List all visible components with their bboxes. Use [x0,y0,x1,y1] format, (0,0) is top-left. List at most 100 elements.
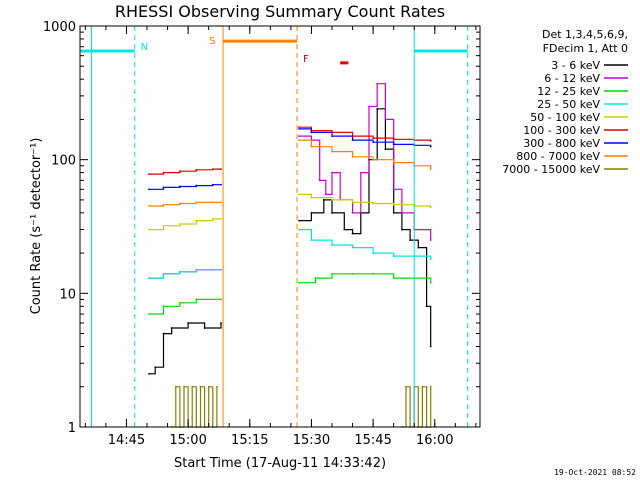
data-point [195,219,198,222]
data-point [331,171,333,174]
data-point [331,244,333,246]
data-point [331,272,333,275]
y-tick-label: 1 [68,421,76,436]
data-point [417,246,420,249]
data-point [429,168,432,171]
data-point [178,170,181,173]
data-point [187,322,190,324]
series-line-3-0 [149,269,221,279]
data-point [203,327,206,329]
data-point [195,201,198,204]
data-point [211,218,214,220]
data-point [429,145,432,148]
data-point [351,139,354,142]
data-point [211,298,214,301]
data-point [429,345,432,348]
data-point [162,305,165,308]
data-point [331,199,333,201]
data-point [298,193,301,196]
saa-marker-label: S [209,36,215,47]
data-point [298,135,301,138]
data-point [400,228,403,231]
data-point [174,385,177,388]
data-point [178,202,181,205]
data-point [310,196,313,199]
data-point [148,277,150,280]
data-point [372,158,375,161]
series-line-2-0 [149,298,221,315]
data-point [351,232,354,235]
x-tick-label: 14:45 [108,433,145,448]
data-point [178,185,181,188]
data-point [220,298,222,301]
data-point [429,140,432,142]
data-point [429,206,432,209]
legend-entry-label: 800 - 7000 keV [516,150,600,163]
series-line-8-1 [401,386,432,428]
data-point [211,201,214,204]
data-point [215,385,218,388]
data-point [298,139,301,142]
data-point [148,372,150,375]
data-point [170,327,173,329]
data-point [429,258,432,261]
data-point [351,211,354,214]
series-line-5-1 [299,126,432,141]
data-point [310,131,313,134]
data-point [148,188,150,191]
series-layer [148,82,432,428]
data-point [220,201,222,204]
data-point [310,239,313,242]
data-point [351,246,354,249]
series-line-5-0 [149,168,221,175]
plot-frame [79,25,481,428]
data-point [162,171,165,174]
data-point [314,277,317,280]
chart-title: RHESSI Observing Summary Count Rates [115,2,445,21]
data-point [318,179,321,182]
data-point [351,155,354,158]
legend-entry-label: 3 - 6 keV [551,59,600,72]
data-point [220,218,222,220]
data-point [195,298,198,301]
y-tick-label: 1000 [43,20,76,35]
data-point [162,332,165,335]
data-point [392,188,395,191]
data-point [195,168,198,171]
x-tick-label: 15:15 [231,433,268,448]
data-point [211,183,214,186]
data-point [376,107,379,110]
data-point [220,268,222,271]
data-point [343,228,346,231]
data-point [351,272,354,275]
flare-marker-label: F [303,54,309,65]
series-line-0-0 [149,322,222,375]
data-point [392,161,395,164]
data-point [162,224,165,227]
y-axis-label: Count Rate (s⁻¹ detector⁻¹) [29,138,44,315]
data-point [372,202,375,205]
data-point [195,184,198,187]
data-point [199,385,202,388]
data-point [220,183,222,186]
data-point [372,141,375,144]
data-point [429,239,432,242]
data-point [331,150,333,153]
legend-header-1: Det 1,3,4,5,6,9, [542,28,628,41]
axis-layer: 1 10 100 1000 14:45 15:00 15:15 15:30 15:45 16:00 [43,20,480,448]
legend-entry-label: 12 - 25 keV [537,85,600,98]
timestamp: 19-Oct-2021 08:52 [554,468,636,477]
data-point [425,305,428,308]
data-point [195,268,198,271]
legend-entry-label: 7000 - 15000 keV [502,163,600,176]
data-point [392,143,395,146]
series-line-6-0 [149,184,221,190]
data-point [154,366,157,369]
data-point [392,203,395,206]
data-point [405,385,407,388]
x-axis-label: Start Time (17-Aug-11 14:33:42) [174,456,386,471]
data-point [148,173,150,175]
data-point [298,127,301,130]
legend-entry-label: 100 - 300 keV [523,124,600,137]
